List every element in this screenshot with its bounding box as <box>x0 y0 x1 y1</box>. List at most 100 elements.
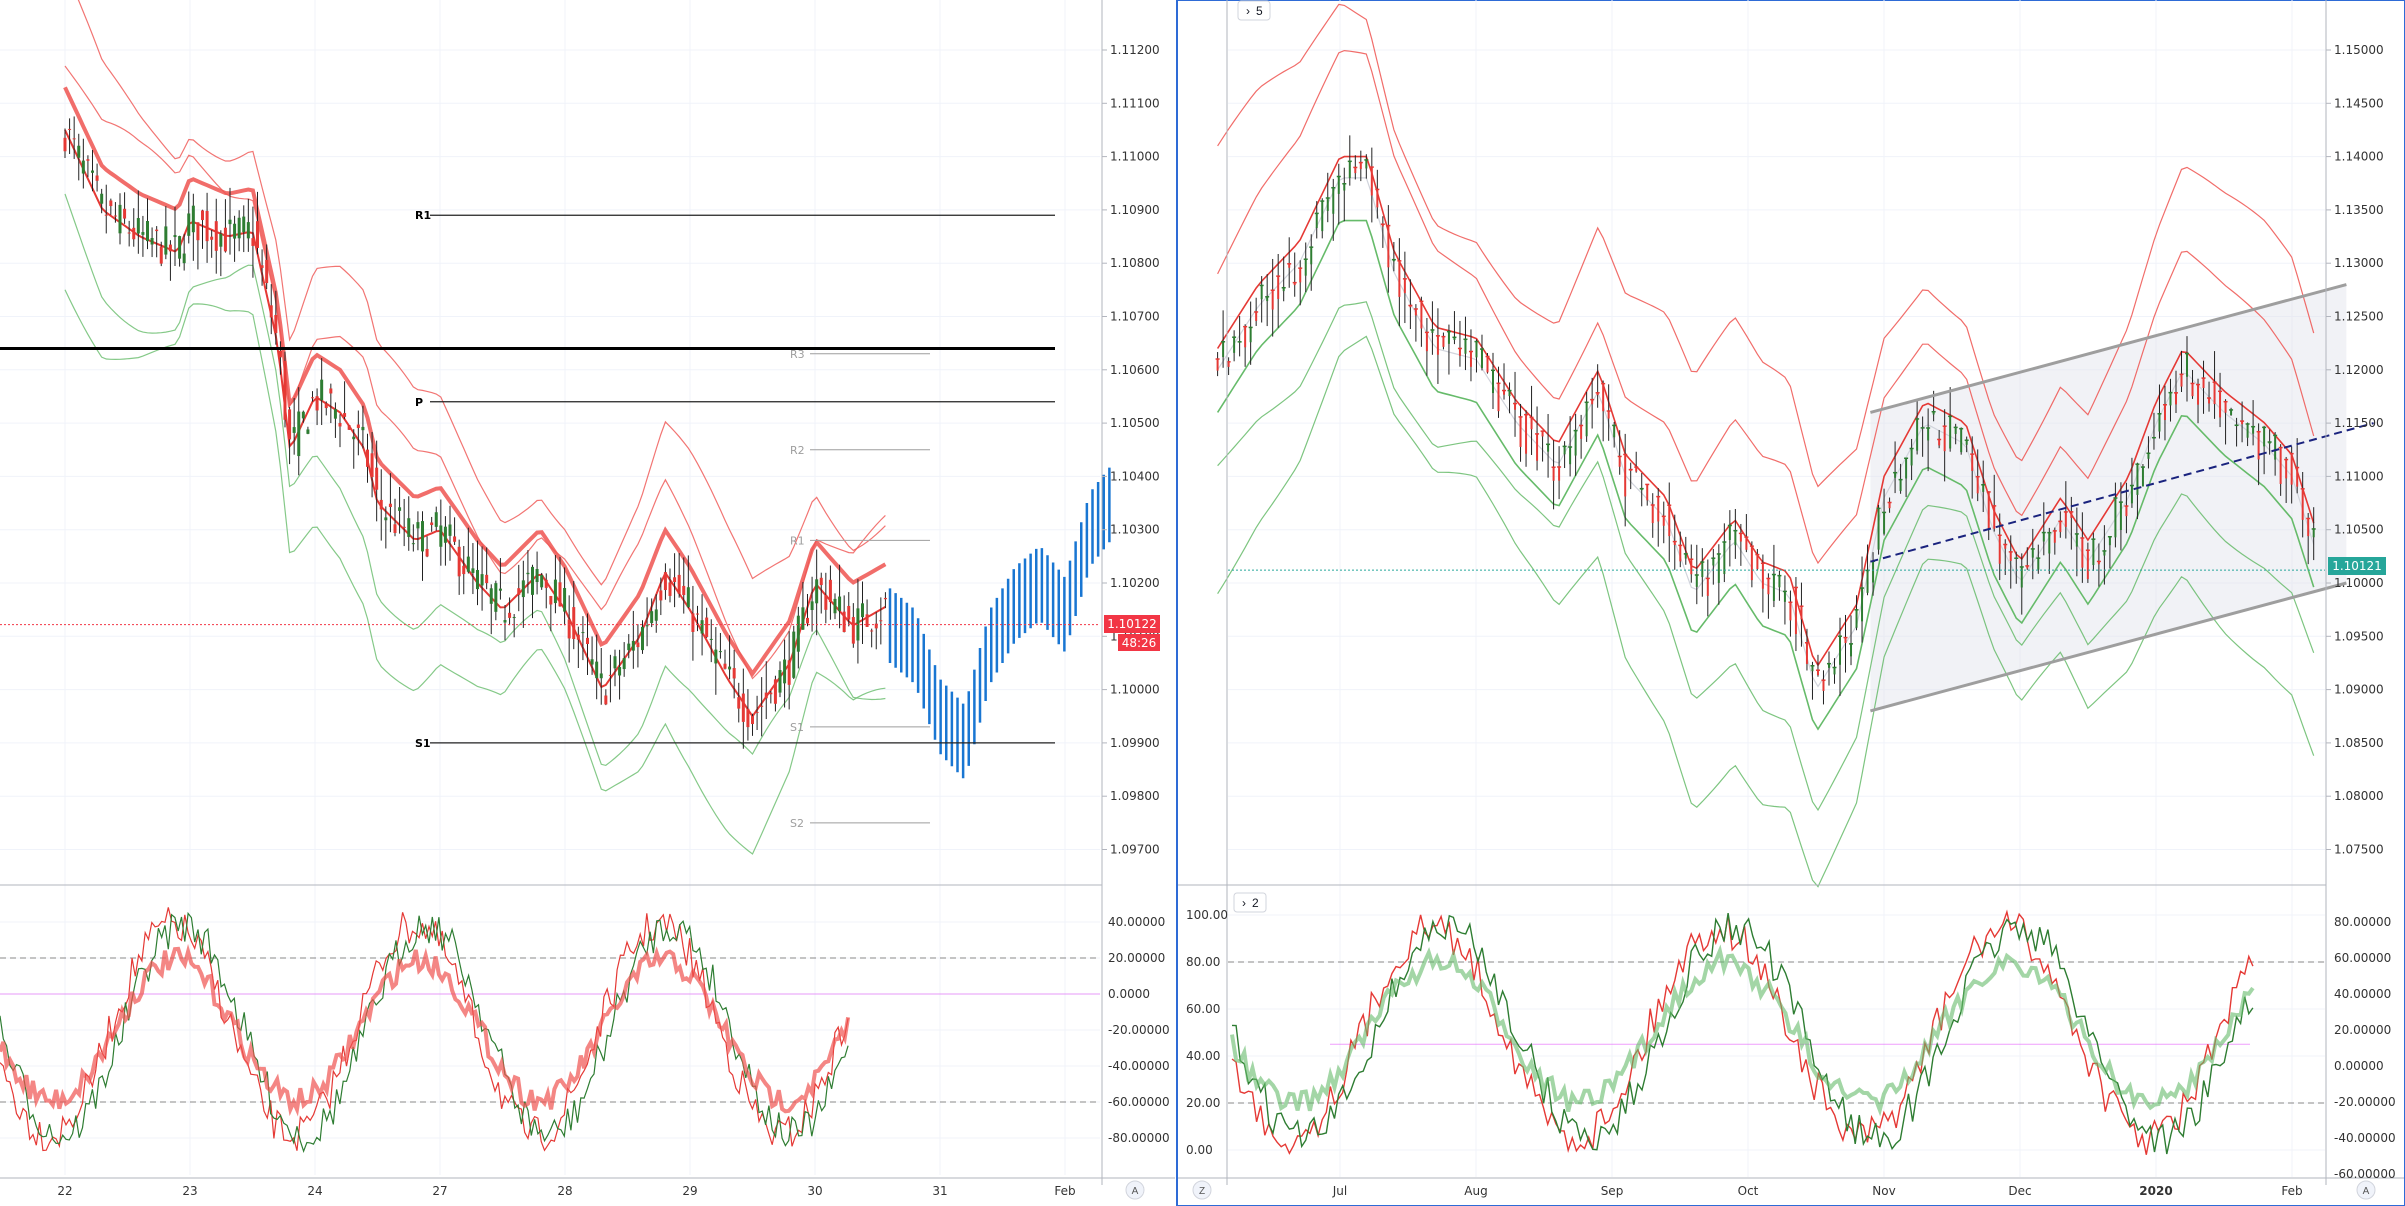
candle-body <box>751 716 754 725</box>
osc-left-tick-label: 60.00 <box>1186 1002 1220 1016</box>
right-axis-mode-button[interactable]: A <box>2356 1180 2376 1200</box>
candle-body <box>590 659 594 665</box>
lower-band-outer <box>1217 335 2315 888</box>
candle-body <box>356 424 360 428</box>
right-time-axis[interactable]: Jul Aug Sep Oct Nov Dec 2020 Feb <box>1332 1184 2303 1198</box>
candle-body <box>210 236 214 240</box>
minor-pivot-label: R1 <box>790 534 805 547</box>
left-price-axis[interactable]: 1.11200 1.11100 1.11000 1.10900 1.10800 1.107… <box>1102 43 1160 857</box>
osc-right-tick-label: -20.00000 <box>2334 1095 2396 1109</box>
right-oscillator-axis[interactable]: 100.00 80.00 60.00 40.00 20.00 0.00 80.00000 60… <box>1186 908 2396 1181</box>
left-axis-mode-button[interactable]: A <box>1125 1180 1145 1200</box>
price-tick-label: 1.13000 <box>2334 256 2384 270</box>
candle-body <box>480 574 484 586</box>
candle-body <box>223 227 227 252</box>
candle-body <box>792 631 796 678</box>
time-tick-label: Oct <box>1738 1184 1759 1198</box>
candle-body <box>861 603 864 618</box>
candle-body <box>521 580 525 598</box>
candle-body <box>801 607 805 630</box>
candle-body <box>113 215 117 217</box>
candle-body <box>622 658 626 670</box>
price-tick-label: 1.10300 <box>1110 523 1160 537</box>
zoom-button[interactable]: Z <box>1192 1180 1212 1200</box>
candle-body <box>627 643 631 651</box>
candle-body <box>535 568 539 583</box>
candle-body <box>613 656 617 669</box>
candle-body <box>384 517 388 521</box>
candle-body <box>691 613 695 632</box>
candle-body <box>104 214 108 216</box>
right-price-axis[interactable]: 1.15000 1.14500 1.14000 1.13500 1.13000 1.125… <box>2326 43 2384 857</box>
minor-pivot-label: S2 <box>790 817 804 830</box>
candle-body <box>132 227 136 240</box>
price-tick-label: 1.09900 <box>1110 736 1160 750</box>
candle-body <box>668 582 672 596</box>
candle-body <box>91 170 94 173</box>
chevron-right-icon: › <box>1246 4 1250 18</box>
candle-body <box>806 617 809 624</box>
candle-body <box>260 265 264 268</box>
pivot-label-r1: R1 <box>415 209 431 222</box>
osc-left-tick-label: 40.00 <box>1186 1049 1220 1063</box>
time-tick-label: 28 <box>557 1184 572 1198</box>
time-tick-label: 30 <box>807 1184 822 1198</box>
right-price-pane[interactable] <box>1215 3 2374 888</box>
candle-body <box>347 425 351 430</box>
candle-body <box>333 409 337 419</box>
candle-body <box>581 632 585 634</box>
right-oscillator-pane[interactable] <box>1228 909 2325 1155</box>
candle-body <box>700 620 704 634</box>
candle-body <box>292 427 296 433</box>
candle-body <box>851 617 855 644</box>
candle-body <box>673 577 677 583</box>
left-axis-mode-label: A <box>1132 1186 1139 1197</box>
candle-body <box>828 579 832 603</box>
lower-band-outer <box>64 289 886 855</box>
candle-body <box>540 575 544 588</box>
candle-body <box>95 175 99 181</box>
price-tick-label: 1.12500 <box>2334 310 2384 324</box>
time-tick-label: Aug <box>1464 1184 1487 1198</box>
candle-body <box>77 145 81 158</box>
candle-body <box>237 217 241 239</box>
price-tick-label: 1.09000 <box>2334 683 2384 697</box>
price-tick-label: 1.09800 <box>1110 789 1160 803</box>
time-tick-label: 31 <box>932 1184 947 1198</box>
collapse-count: 5 <box>1256 4 1263 18</box>
candle-body <box>641 626 644 651</box>
candle-body <box>485 574 489 584</box>
time-tick-label: 27 <box>432 1184 447 1198</box>
left-oscillator-axis[interactable]: 40.00000 20.00000 0.0000 -20.00000 -40.00000… <box>1108 915 1170 1145</box>
price-tick-label: 1.10500 <box>1110 416 1160 430</box>
minor-pivot-label: R2 <box>790 444 805 457</box>
minor-pivot-label: R3 <box>790 348 805 361</box>
oscillator-collapse-button[interactable]: › 2 <box>1233 892 1267 913</box>
left-price-pane[interactable]: R1 P S1 R3 R2 R1 S1 S2 <box>0 0 1111 855</box>
bar-countdown-label: 48:26 <box>1122 636 1157 650</box>
candle-body <box>732 668 736 679</box>
left-time-axis[interactable]: 22 23 24 27 28 29 30 31 Feb <box>57 1184 1075 1198</box>
candle-body <box>242 216 246 233</box>
candle-body <box>567 619 571 639</box>
candle-body <box>508 612 512 618</box>
price-tick-label: 1.10400 <box>1110 469 1160 483</box>
candle-body <box>650 611 654 624</box>
osc-right-tick-label: 20.00000 <box>2334 1023 2391 1037</box>
candle-body <box>572 607 576 640</box>
osc-right-tick-label: -40.00000 <box>2334 1131 2396 1145</box>
candle-body <box>879 620 883 622</box>
candle-body <box>773 679 777 704</box>
candle-body <box>123 208 127 219</box>
candle-body <box>86 159 90 161</box>
right-chart-panel[interactable]: 1.15000 1.14500 1.14000 1.13500 1.13000 1.125… <box>1176 0 2405 1206</box>
candle-body <box>430 522 434 526</box>
left-oscillator-pane[interactable] <box>0 907 1100 1154</box>
price-pane-collapse-button[interactable]: › 5 <box>1237 0 1271 21</box>
candle-body <box>838 596 842 611</box>
osc-left-tick-label: 0.00 <box>1186 1143 1213 1157</box>
osc-left-tick-label: 20.00 <box>1186 1096 1220 1110</box>
candle-body <box>246 222 250 239</box>
candle-body <box>512 617 516 619</box>
